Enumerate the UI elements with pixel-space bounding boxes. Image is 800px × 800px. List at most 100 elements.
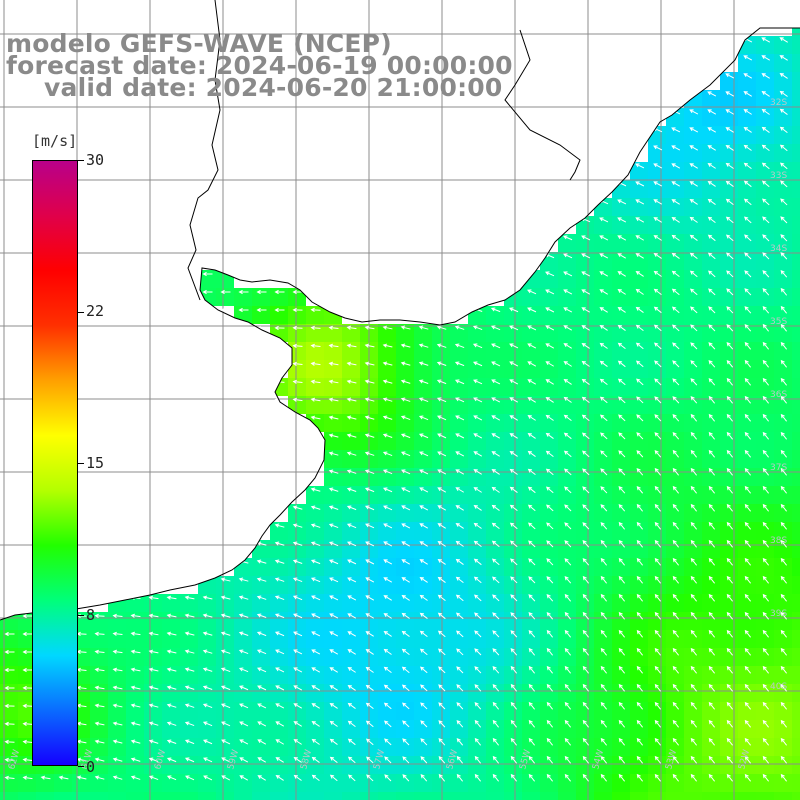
wind-arrow (599, 324, 608, 331)
wind-arrow (690, 413, 698, 422)
wind-speed-cell (684, 666, 702, 684)
wind-speed-cell (792, 540, 800, 558)
wind-speed-cell (558, 432, 576, 450)
wind-speed-cell (450, 738, 468, 756)
wind-speed-cell (738, 522, 756, 540)
wind-speed-cell (792, 36, 800, 54)
wind-arrow (364, 379, 375, 384)
wind-speed-cell (324, 684, 342, 702)
wind-arrow (112, 757, 123, 762)
wind-arrow (94, 667, 105, 672)
wind-arrow (599, 342, 608, 349)
wind-arrow (654, 665, 662, 674)
wind-arrow (690, 773, 698, 782)
wind-speed-cell (414, 648, 432, 666)
wind-speed-cell (486, 324, 504, 342)
wind-arrow (563, 271, 573, 277)
wind-arrow (672, 378, 680, 386)
wind-arrow (654, 485, 662, 494)
colorbar-tickmark (78, 160, 84, 161)
wind-speed-cell (594, 594, 612, 612)
wind-arrow (420, 720, 428, 728)
wind-arrow (600, 468, 608, 476)
wind-arrow (311, 631, 321, 637)
wind-speed-cell (594, 774, 612, 792)
wind-speed-cell (576, 666, 594, 684)
wind-speed-cell (342, 684, 360, 702)
wind-speed-cell (684, 684, 702, 702)
wind-arrow (383, 541, 393, 547)
wind-arrow (438, 755, 446, 764)
wind-speed-cell (342, 378, 360, 396)
wind-speed-cell (486, 756, 504, 774)
wind-arrow (382, 397, 393, 402)
wind-arrow (438, 666, 446, 674)
wind-speed-cell (666, 666, 684, 684)
coastline (0, 0, 800, 621)
wind-speed-cell (432, 612, 450, 630)
wind-arrow (780, 323, 788, 332)
wind-arrow (672, 324, 680, 332)
wind-speed-cell (378, 468, 396, 486)
wind-speed-cell (540, 792, 558, 800)
wind-arrow (780, 611, 788, 620)
wind-speed-cell (432, 468, 450, 486)
wind-speed-cell (198, 738, 216, 756)
wind-speed-cell (522, 630, 540, 648)
wind-arrow (365, 595, 375, 601)
wind-arrow (780, 665, 788, 674)
wind-arrow (780, 234, 788, 242)
wind-arrow (418, 379, 429, 384)
wind-speed-cell (522, 774, 540, 792)
wind-speed-cell (792, 792, 800, 800)
wind-arrow (346, 487, 357, 492)
wind-arrow (347, 595, 357, 601)
wind-arrow (726, 773, 734, 782)
wind-arrow (22, 703, 33, 709)
wind-speed-cell (198, 594, 216, 612)
wind-speed-cell (738, 504, 756, 522)
wind-arrow (510, 701, 518, 710)
wind-arrow (238, 649, 249, 655)
wind-speed-cell (126, 666, 144, 684)
wind-speed-cell (774, 396, 792, 414)
wind-speed-cell (774, 774, 792, 792)
wind-arrow (436, 325, 447, 330)
wind-speed-cell (702, 594, 720, 612)
wind-arrow (419, 594, 428, 601)
wind-arrow (383, 720, 392, 728)
wind-speed-cell (216, 774, 234, 792)
wind-arrow (600, 504, 608, 512)
wind-speed-cell (396, 540, 414, 558)
wind-speed-cell (756, 126, 774, 144)
wind-arrow (418, 397, 429, 403)
wind-speed-cell (684, 324, 702, 342)
wind-arrow (744, 306, 752, 314)
wind-arrow (725, 180, 734, 187)
wind-arrow (581, 253, 591, 259)
wind-arrow (672, 701, 680, 710)
wind-arrow (618, 432, 626, 440)
wind-arrow (672, 593, 680, 602)
wind-arrow (653, 145, 663, 151)
wind-speed-cell (432, 342, 450, 360)
wind-speed-cell (396, 378, 414, 396)
wind-arrow (364, 361, 375, 366)
wind-arrow (401, 612, 410, 619)
wind-speed-cell (774, 360, 792, 378)
wind-speed-cell (648, 234, 666, 252)
wind-arrow (636, 450, 644, 458)
wind-speed-cell (522, 720, 540, 738)
wind-arrow (364, 343, 375, 348)
wind-speed-cell (126, 720, 144, 738)
wind-speed-cell (774, 648, 792, 666)
wind-arrow (599, 217, 609, 223)
wind-speed-cell (666, 288, 684, 306)
wind-speed-cell (594, 504, 612, 522)
wind-speed-cell (666, 774, 684, 792)
wind-speed-cell (504, 576, 522, 594)
wind-speed-cell (594, 666, 612, 684)
wind-speed-cell (792, 738, 800, 756)
wind-speed-cell (306, 342, 324, 360)
wind-speed-cell (252, 630, 270, 648)
